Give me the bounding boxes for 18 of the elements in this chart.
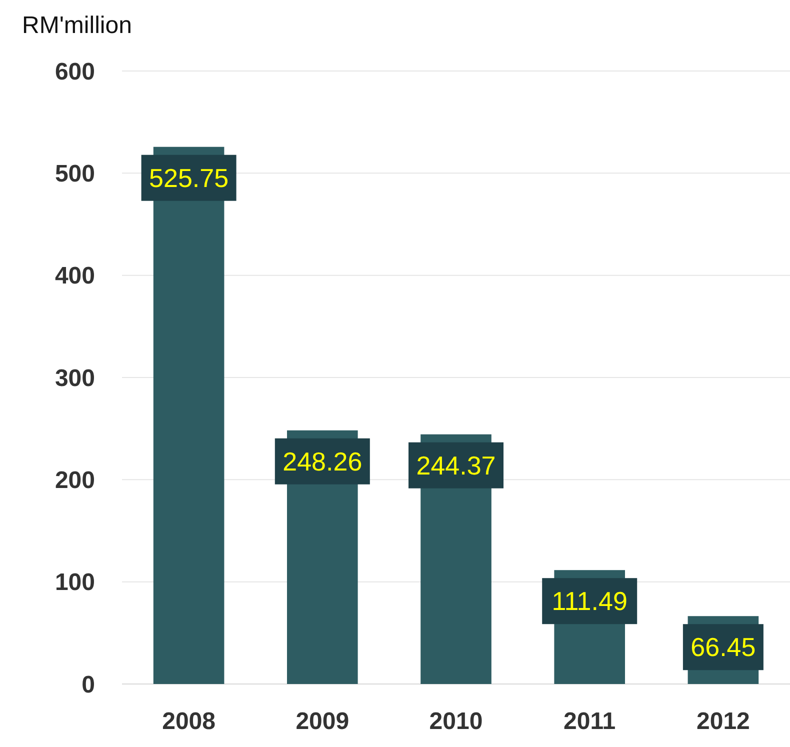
x-tick-label: 2012: [696, 708, 750, 735]
x-tick-label: 2009: [296, 708, 350, 735]
y-tick-label: 600: [54, 58, 95, 86]
y-tick-label: 0: [82, 671, 95, 698]
data-label: 244.37: [416, 450, 496, 480]
y-tick-label: 200: [54, 467, 95, 494]
x-tick-label: 2010: [429, 708, 483, 735]
data-label: 66.45: [690, 632, 756, 662]
y-tick-label: 400: [54, 262, 95, 290]
x-tick-label: 2008: [162, 708, 216, 735]
y-tick-label: 100: [54, 569, 95, 596]
data-label: 525.75: [149, 162, 229, 193]
y-axis-title: RM'million: [22, 12, 132, 39]
data-label: 248.26: [282, 446, 362, 476]
data-label: 111.49: [552, 586, 628, 616]
y-tick-label: 500: [54, 160, 95, 188]
x-tick-label: 2011: [564, 708, 616, 735]
y-tick-label: 300: [54, 364, 95, 392]
